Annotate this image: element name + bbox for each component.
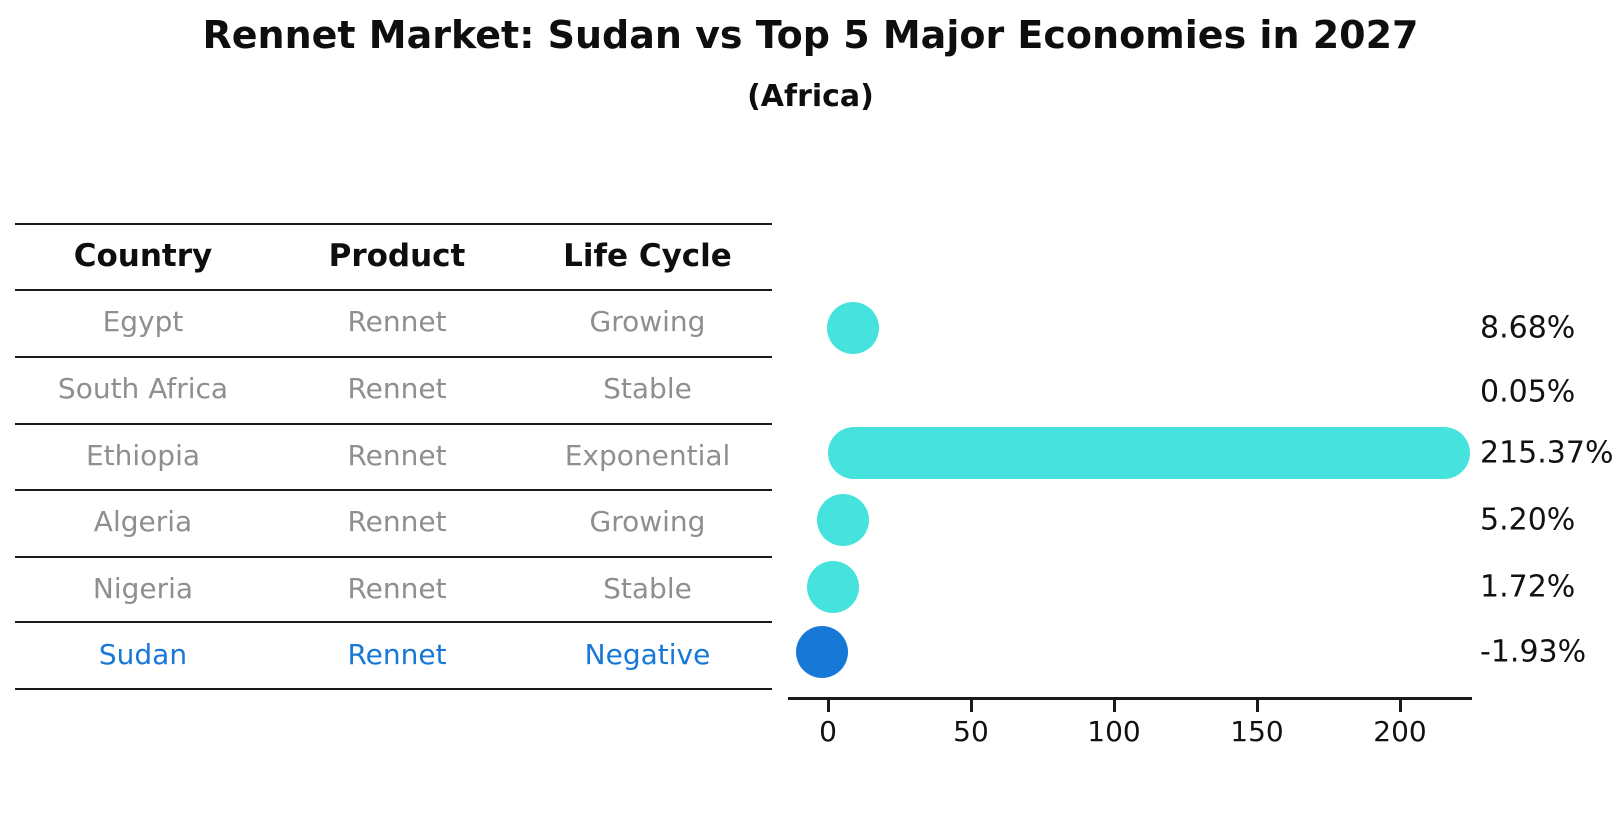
- bar-nigeria: [806, 561, 859, 613]
- cell-life-cycle: Negative: [584, 638, 711, 671]
- x-tick: [1256, 700, 1259, 712]
- value-label: 215.37%: [1480, 435, 1614, 471]
- table-header-row: Country Product Life Cycle: [15, 233, 772, 279]
- cell-life-cycle: Growing: [589, 505, 706, 538]
- bar-algeria: [816, 494, 869, 546]
- cell-country: Sudan: [98, 638, 188, 671]
- x-tick: [970, 700, 973, 712]
- cell-product: Rennet: [347, 505, 447, 538]
- value-label: 8.68%: [1480, 310, 1576, 346]
- x-tick: [1113, 700, 1116, 712]
- chart-subtitle: (Africa): [747, 79, 874, 114]
- cell-country: Algeria: [93, 505, 193, 538]
- table-row: Sudan Rennet Negative: [15, 632, 772, 678]
- x-axis-line: [788, 697, 1472, 700]
- table-rule: [15, 423, 772, 425]
- cell-life-cycle: Stable: [603, 372, 692, 405]
- table-rule: [15, 688, 772, 690]
- table-row: South Africa Rennet Stable: [15, 366, 772, 412]
- x-tick: [1399, 700, 1402, 712]
- table-row: Nigeria Rennet Stable: [15, 566, 772, 612]
- table-rule: [15, 621, 772, 623]
- value-label: -1.93%: [1480, 634, 1587, 670]
- cell-life-cycle: Growing: [589, 305, 706, 338]
- column-header-country: Country: [73, 238, 213, 274]
- table-row: Algeria Rennet Growing: [15, 499, 772, 545]
- cell-life-cycle: Exponential: [564, 439, 731, 472]
- value-label: 0.05%: [1480, 374, 1576, 410]
- cell-product: Rennet: [347, 638, 447, 671]
- x-tick-label: 0: [819, 715, 837, 748]
- table-row: Ethiopia Rennet Exponential: [15, 433, 772, 479]
- x-tick-label: 100: [1087, 715, 1141, 748]
- cell-product: Rennet: [347, 305, 447, 338]
- cell-product: Rennet: [347, 439, 447, 472]
- table-row: Egypt Rennet Growing: [15, 299, 772, 345]
- x-tick: [827, 700, 830, 712]
- cell-product: Rennet: [347, 372, 447, 405]
- cell-country: Ethiopia: [85, 439, 201, 472]
- table-rule: [15, 489, 772, 491]
- table-rule: [15, 223, 772, 225]
- country-table: Country Product Life Cycle Egypt Rennet Growi…: [15, 218, 772, 696]
- x-tick-label: 50: [953, 715, 989, 748]
- table-rule: [15, 556, 772, 558]
- bar-chart: 8.68% 0.05% 215.37% 5.20% 1.72% -1.93% 0 50 100 1…: [770, 270, 1621, 775]
- cell-product: Rennet: [347, 572, 447, 605]
- bar-sudan: [796, 626, 849, 678]
- column-header-life-cycle: Life Cycle: [563, 238, 732, 274]
- table-rule: [15, 356, 772, 358]
- column-header-product: Product: [328, 238, 466, 274]
- value-label: 5.20%: [1480, 502, 1576, 538]
- x-tick-label: 200: [1373, 715, 1427, 748]
- bar-ethiopia: [828, 427, 1470, 479]
- bar-egypt: [826, 302, 879, 354]
- cell-country: Egypt: [102, 305, 184, 338]
- cell-country: Nigeria: [92, 572, 194, 605]
- value-label: 1.72%: [1480, 569, 1576, 605]
- table-rule: [15, 289, 772, 291]
- x-tick-label: 150: [1230, 715, 1284, 748]
- cell-country: South Africa: [57, 372, 229, 405]
- chart-title: Rennet Market: Sudan vs Top 5 Major Econ…: [202, 13, 1419, 57]
- cell-life-cycle: Stable: [603, 572, 692, 605]
